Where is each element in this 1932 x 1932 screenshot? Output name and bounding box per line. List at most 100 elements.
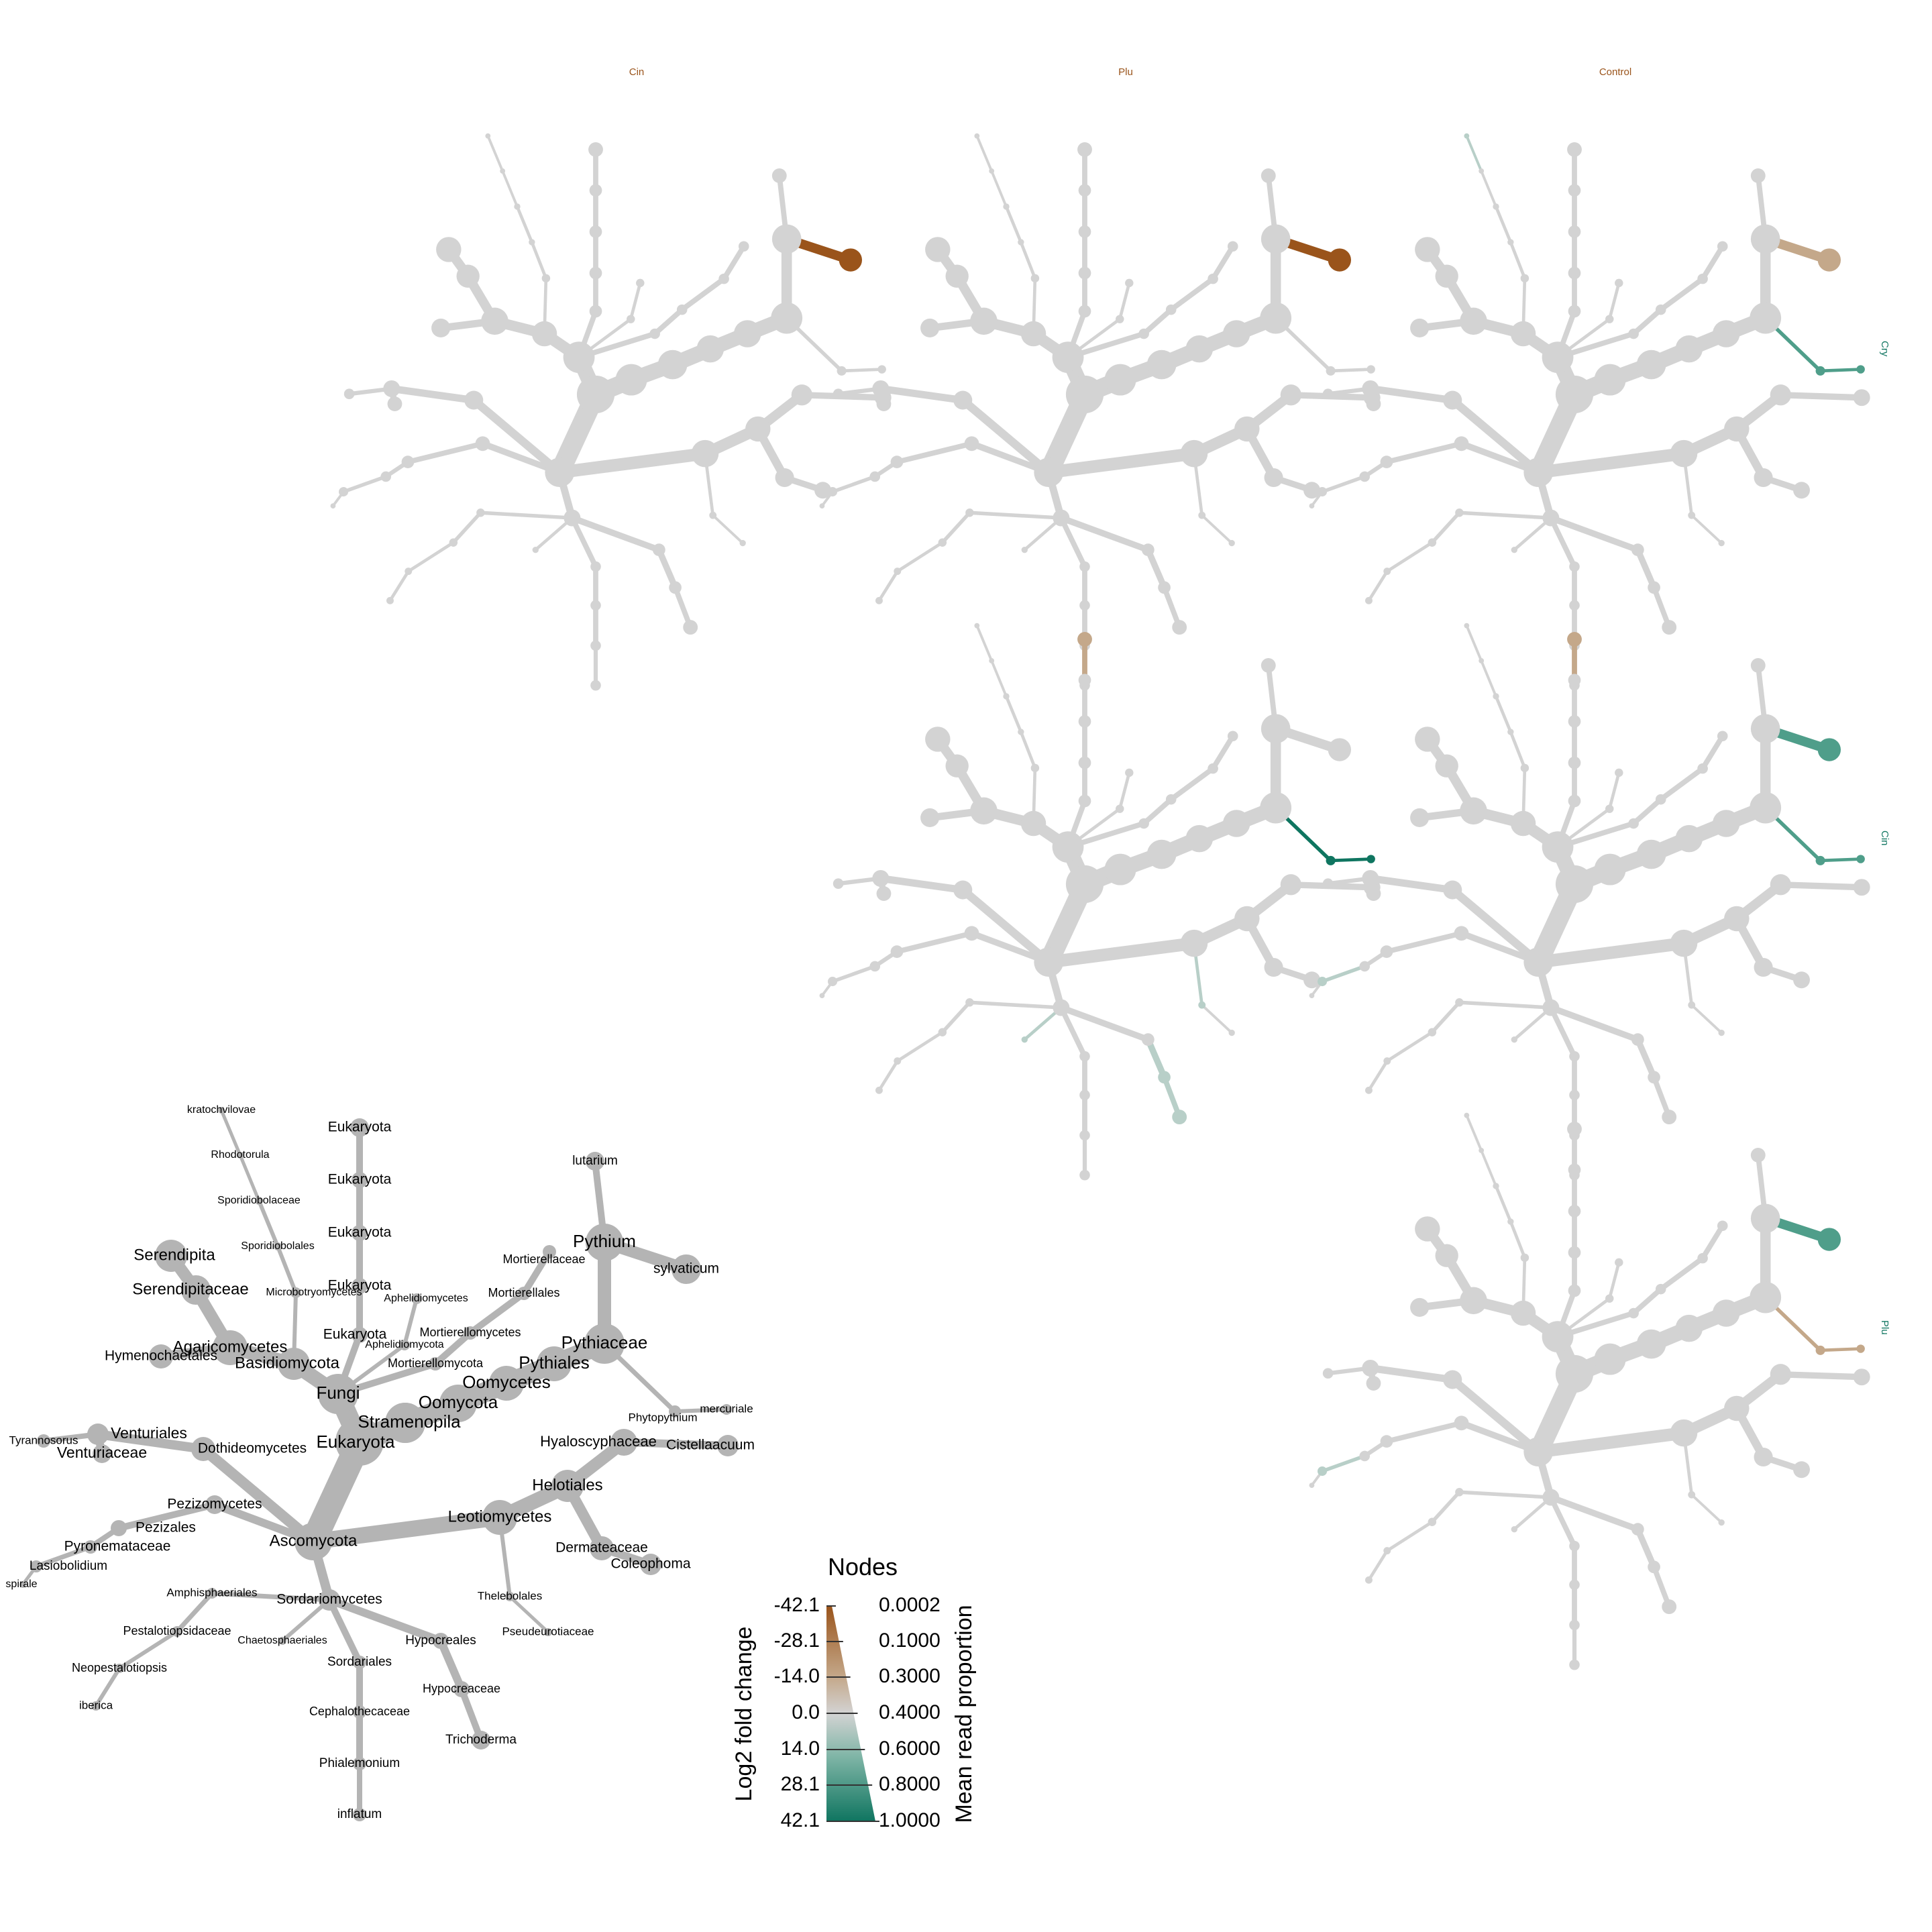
panel-r0c0-edge-pyr-las — [341, 474, 388, 494]
panel-r0c1-node-rho — [989, 168, 995, 174]
panel-r1c1-node-mic — [1030, 763, 1040, 773]
panel-r1c2-node-mol — [1697, 763, 1708, 774]
panel-r2c2-node-ooy — [1636, 1329, 1666, 1359]
panel-r2c2-node-srp — [1435, 1244, 1458, 1267]
comparison-panels — [330, 133, 1870, 1670]
panel-r0c0-node-ven — [383, 380, 400, 397]
panel-r2c2-node-syl — [1817, 1228, 1841, 1251]
node-label-phytopythium: Phytopythium — [629, 1411, 698, 1424]
key-tree-edge-sor-srd — [326, 1597, 363, 1666]
panel-r1c2-edge-moo-moe — [1631, 796, 1664, 826]
panel-r0c1-node-leo — [1180, 439, 1208, 468]
panel-r1c2-node-ven — [1362, 869, 1379, 887]
panel-r2c2-node-pse — [1718, 1519, 1725, 1526]
panel-r1c2-node-pez — [1454, 926, 1469, 941]
key-tree-edge-spc-rho — [238, 1153, 261, 1203]
panel-r2c2-edge-sor-srd — [1548, 1495, 1577, 1549]
panel-r2c2-node-moe — [1655, 1283, 1666, 1295]
panel-r0c0-edge-hyp-hyc — [655, 546, 679, 591]
legend-left-tick: 28.1 — [781, 1773, 820, 1795]
panel-r0c1-node-der — [1264, 468, 1283, 488]
node-label-phialemonium: Phialemonium — [319, 1756, 400, 1770]
panel-r1c1-node-asc — [1034, 947, 1064, 977]
panel-r2c2-edge-dot-ven — [1366, 1364, 1456, 1384]
panel-r1c1-node-apm — [1125, 768, 1134, 777]
panel-r1c2-edge-asc-dot — [1448, 885, 1543, 967]
panel-r0c1-node-pzl — [890, 455, 904, 468]
panel-r2c2-node-hel — [1724, 1395, 1750, 1421]
panel-r0c0-node-hym — [431, 318, 451, 337]
panel-r0c2-node-mol — [1697, 273, 1708, 284]
panel-r1c2-edge-pes-neo — [1385, 1030, 1434, 1063]
node-label-ascomycota: Ascomycota — [270, 1532, 358, 1550]
panel-r0c1 — [819, 133, 1381, 691]
node-label-eukaryota_root: Eukaryota — [316, 1432, 395, 1452]
panel-r0c1-node-cha — [1021, 546, 1028, 553]
panel-r2c2-edge-amp-pes — [1430, 1490, 1462, 1524]
panel-r1c2-node-ser — [1415, 727, 1440, 752]
panel-r0c1-node-ooy — [1146, 350, 1177, 380]
panel-r1c1-node-inf — [1079, 1169, 1090, 1181]
panel-r0c2-edge-apo-apm — [1607, 281, 1621, 321]
panel-r2c2-edge-spc-rho — [1480, 1148, 1497, 1187]
key-tree-node-spc — [255, 1197, 263, 1205]
panel-r0c0-edge-spl-spc — [515, 205, 534, 244]
node-label-spirale: spirale — [5, 1578, 37, 1590]
node-label-pyronemataceae: Pyronemataceae — [64, 1539, 171, 1554]
panel-r0c0-node-fun — [564, 343, 594, 372]
panel-r0c0-node-syl — [839, 248, 863, 272]
panel-r0c2-node-e2 — [1568, 184, 1581, 197]
panel-r0c0-node-dot — [464, 390, 484, 410]
panel-r0c1-edge-the-pse — [1200, 514, 1234, 545]
node-label-oomycota: Oomycota — [419, 1392, 498, 1412]
node-label-pestalotiopsidaceae: Pestalotiopsidaceae — [123, 1624, 231, 1638]
panel-r2c2-node-tyr — [1322, 1368, 1334, 1379]
legend-right-tick: 1.0000 — [879, 1809, 941, 1831]
panel-r2c2-node-ibe — [1365, 1576, 1373, 1584]
panel-r2c2-node-e1 — [1567, 1122, 1582, 1136]
panel-r0c2-node-der — [1754, 468, 1773, 488]
key-tree-edge-dot-ven — [93, 1430, 208, 1454]
key-tree-node-vec — [93, 1444, 111, 1463]
key-tree-node-pzl — [111, 1520, 127, 1536]
panel-r0c2-node-rho — [1479, 168, 1485, 174]
key-tree-node-dot — [191, 1437, 215, 1461]
node-label-kratochvilovae: kratochvilovae — [187, 1104, 256, 1116]
panel-r2c2-node-amp — [1455, 1488, 1464, 1497]
key-tree: kratochvilovae Rhodotorula Sporidiobolacea… — [5, 1104, 755, 1821]
panel-r0c2-node-pyl — [1712, 320, 1740, 347]
panel-r1c1-edge-spl-spc — [1004, 694, 1023, 734]
panel-r0c0-node-ibe — [386, 596, 394, 604]
panel-r1c2-node-e3 — [1568, 715, 1581, 728]
panel-r0c1-node-hyp — [1142, 543, 1155, 557]
panel-r2c2-node-pyc — [1750, 1281, 1782, 1313]
panel-r0c2-node-pse — [1718, 539, 1725, 547]
panel-r0c0-edge-pez-pzl — [405, 441, 486, 465]
panel-r1c2-edge-neo-ibe — [1367, 1059, 1389, 1092]
panel-r0c0-node-e3 — [589, 225, 602, 238]
panel-r0c2-node-root — [1555, 375, 1594, 414]
key-tree-node-php — [669, 1405, 681, 1417]
panel-r1c1-node-ooy — [1146, 839, 1177, 869]
panel-r1c2-node-hym — [1410, 808, 1430, 827]
panel-r0c2-node-mic — [1520, 274, 1529, 283]
panel-r1c1-node-e1 — [1077, 632, 1092, 647]
panel-r0c2-edge-neo-ibe — [1367, 570, 1389, 602]
key-tree-node-pez — [205, 1495, 224, 1514]
panel-r0c0-node-phi — [590, 640, 601, 651]
panel-r0c0-node-hyp — [653, 543, 665, 557]
panel-r0c1-node-lut — [1260, 168, 1276, 183]
panel-r2c2-edge-mic-spl — [1509, 1220, 1527, 1260]
key-tree-node-spl — [274, 1242, 282, 1250]
key-tree-nodes — [19, 1107, 739, 1821]
panel-r0c0-node-rho — [500, 168, 506, 174]
panel-r0c2-edge-spc-rho — [1480, 169, 1497, 208]
panel-r2c2-node-e2 — [1568, 1163, 1581, 1177]
panel-r0c2-node-syl — [1817, 248, 1841, 272]
key-tree-node-hya — [610, 1429, 637, 1456]
panel-r0c2-edge-mol-moc — [1700, 244, 1725, 282]
panel-r0c0-edge-spc-rho — [501, 169, 519, 208]
panel-r0c1-edge-amp-pes — [941, 511, 972, 545]
key-tree-edge-mol-moc — [521, 1248, 553, 1297]
node-label-serendipita: Serendipita — [133, 1246, 215, 1264]
